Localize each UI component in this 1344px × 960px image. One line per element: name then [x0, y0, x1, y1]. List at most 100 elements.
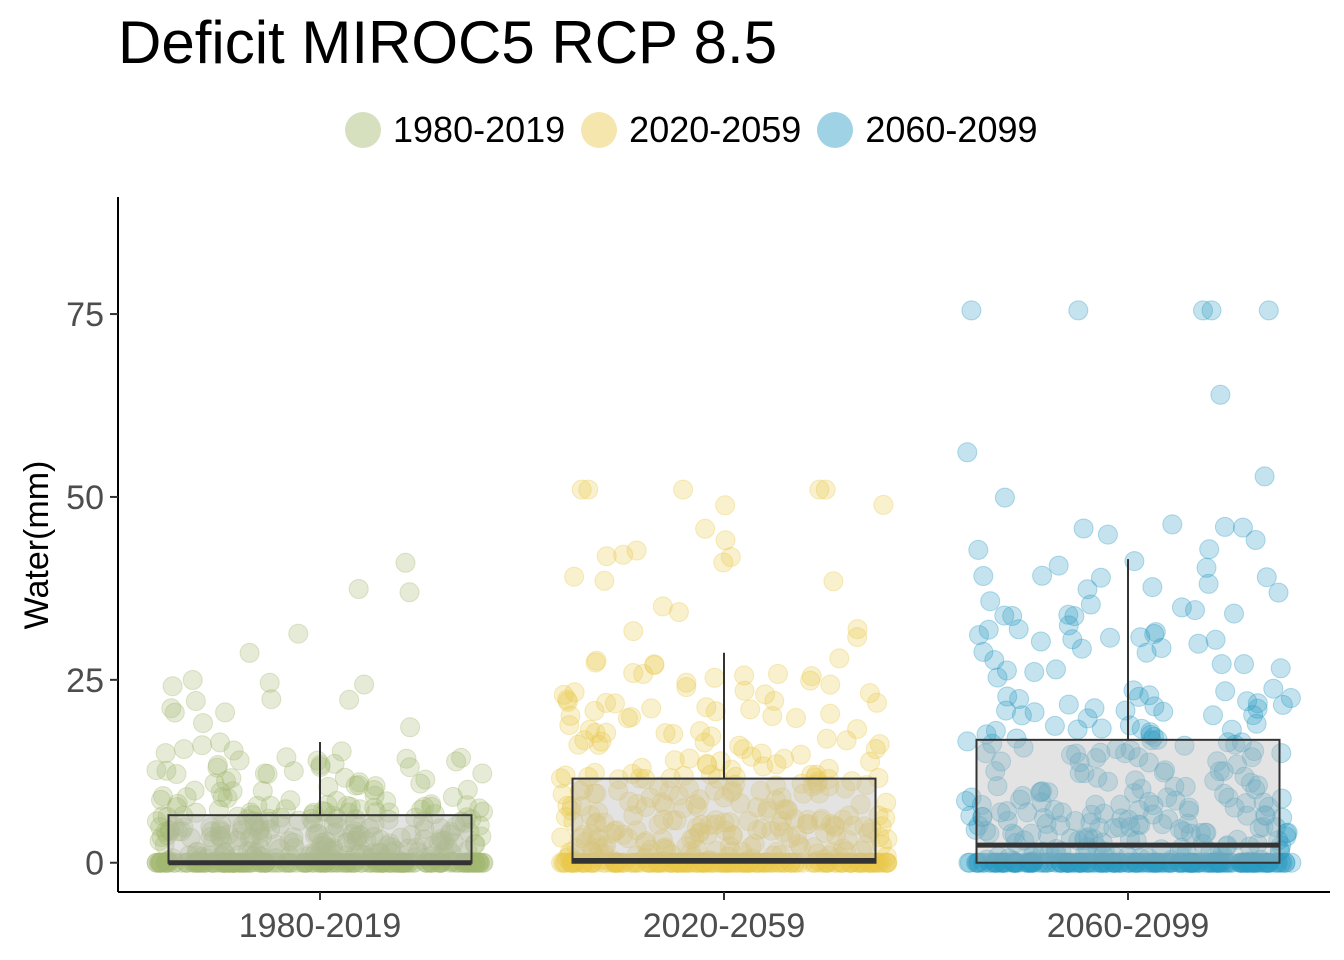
data-point-2060-2099	[1195, 822, 1216, 843]
data-point-2060-2099	[1073, 518, 1094, 539]
data-point-1980-2019	[146, 760, 167, 781]
data-point-1980-2019	[421, 796, 442, 817]
data-point-2060-2099	[1272, 694, 1293, 715]
data-point-2020-2059	[809, 783, 830, 804]
data-point-1980-2019	[359, 817, 380, 838]
data-point-2020-2059	[725, 766, 746, 787]
data-point-2060-2099	[1280, 688, 1301, 708]
data-point-1980-2019	[334, 767, 355, 788]
data-point-2060-2099	[1161, 850, 1182, 871]
data-point-2060-2099	[1120, 817, 1141, 838]
data-point-1980-2019	[193, 713, 213, 734]
data-point-2020-2059	[664, 750, 685, 771]
data-point-2020-2059	[753, 756, 774, 777]
data-point-2060-2099	[980, 591, 1001, 612]
data-point-2060-2099	[1022, 851, 1043, 872]
data-point-2060-2099	[1213, 761, 1234, 782]
data-point-2020-2059	[685, 794, 706, 815]
data-point-2020-2059	[809, 479, 830, 500]
data-point-2020-2059	[865, 739, 886, 759]
data-point-1980-2019	[229, 827, 250, 848]
data-point-2060-2099	[1044, 715, 1065, 736]
data-point-2020-2059	[701, 726, 722, 747]
data-point-1980-2019	[379, 802, 400, 823]
data-point-1980-2019	[155, 821, 176, 842]
data-point-1980-2019	[259, 811, 280, 832]
data-point-1980-2019	[415, 769, 436, 790]
data-point-2020-2059	[636, 831, 657, 852]
data-point-2020-2059	[720, 547, 741, 567]
data-point-2060-2099	[973, 641, 994, 662]
data-point-1980-2019	[210, 821, 231, 842]
data-point-2020-2059	[558, 691, 578, 712]
data-point-1980-2019	[151, 827, 172, 848]
data-point-1980-2019	[346, 830, 367, 851]
data-point-2060-2099	[1245, 779, 1266, 800]
data-point-2020-2059	[722, 825, 743, 846]
data-point-1980-2019	[442, 786, 463, 807]
data-point-2060-2099	[957, 442, 978, 463]
data-point-1980-2019	[210, 732, 230, 753]
data-point-1980-2019	[348, 824, 369, 845]
data-point-2020-2059	[575, 831, 596, 852]
data-point-2020-2059	[837, 829, 858, 850]
data-point-2060-2099	[1024, 702, 1045, 723]
legend-item-1980-2019: 1980-2019	[345, 109, 565, 151]
data-point-2020-2059	[797, 814, 818, 835]
data-point-1980-2019	[356, 831, 377, 852]
data-point-2020-2059	[673, 479, 694, 500]
data-point-1980-2019	[227, 830, 248, 851]
data-point-2060-2099	[1270, 658, 1291, 679]
data-point-2060-2099	[1256, 567, 1277, 588]
data-point-2060-2099	[1038, 782, 1059, 803]
data-point-2060-2099	[1052, 802, 1072, 823]
data-point-2020-2059	[586, 833, 607, 854]
data-point-2060-2099	[1255, 805, 1276, 826]
data-point-2020-2059	[596, 722, 617, 743]
data-point-2020-2059	[550, 768, 571, 789]
data-point-1980-2019	[344, 813, 365, 834]
data-point-1980-2019	[440, 821, 461, 842]
data-point-2060-2099	[1074, 763, 1095, 784]
data-point-2060-2099	[1165, 790, 1186, 811]
data-point-1980-2019	[305, 825, 325, 846]
data-point-2060-2099	[1024, 662, 1045, 682]
data-point-2060-2099	[1240, 772, 1261, 793]
data-point-1980-2019	[173, 817, 194, 838]
box-2020-2059	[571, 777, 877, 864]
data-point-2060-2099	[1281, 852, 1302, 873]
data-point-1980-2019	[146, 852, 167, 873]
data-point-2020-2059	[715, 530, 736, 551]
data-point-2020-2059	[750, 780, 771, 801]
data-point-2060-2099	[1089, 817, 1110, 838]
data-point-2060-2099	[1240, 851, 1261, 872]
data-point-1980-2019	[324, 822, 345, 843]
data-point-2020-2059	[715, 495, 736, 516]
data-point-2020-2059	[613, 824, 634, 845]
data-point-1980-2019	[146, 852, 167, 873]
data-point-2060-2099	[1145, 622, 1166, 643]
data-point-1980-2019	[167, 793, 188, 814]
data-point-2020-2059	[847, 619, 868, 640]
data-point-2060-2099	[1143, 795, 1164, 816]
data-point-2060-2099	[1140, 722, 1161, 743]
data-point-2060-2099	[1128, 686, 1149, 707]
data-point-2020-2059	[807, 771, 828, 792]
data-point-2060-2099	[1234, 654, 1254, 675]
data-point-2060-2099	[1033, 808, 1054, 829]
data-point-1980-2019	[431, 829, 452, 850]
data-point-2020-2059	[553, 684, 574, 705]
data-point-2060-2099	[1077, 579, 1098, 600]
data-point-2020-2059	[578, 767, 599, 787]
data-point-1980-2019	[396, 748, 417, 769]
data-point-1980-2019	[221, 768, 242, 789]
y-tick-label-75: 75	[66, 296, 104, 334]
data-point-2060-2099	[1115, 743, 1135, 764]
data-point-2020-2059	[734, 665, 755, 686]
y-tick-label-50: 50	[66, 479, 104, 517]
data-point-1980-2019	[217, 787, 238, 808]
data-point-2060-2099	[984, 650, 1005, 671]
data-point-2060-2099	[1207, 850, 1228, 871]
data-point-2020-2059	[655, 837, 676, 858]
data-point-2060-2099	[1031, 792, 1052, 813]
